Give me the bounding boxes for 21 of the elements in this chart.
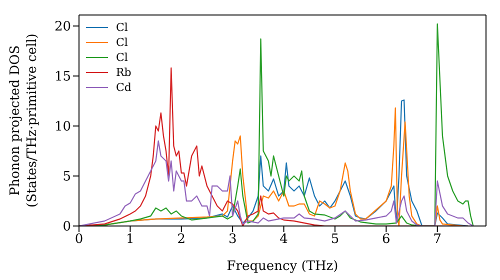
legend-label: Rb: [116, 66, 132, 79]
x-axis-title: Frequency (THz): [226, 259, 338, 274]
x-tick-label: 5: [330, 232, 340, 248]
x-tick-label: 3: [228, 232, 237, 248]
line-series: [79, 140, 474, 226]
y-tick-label: 10: [54, 120, 71, 135]
x-tick-label: 2: [177, 232, 186, 248]
legend-label: Cd: [116, 81, 132, 94]
y-tick-label: 5: [62, 170, 71, 185]
legend-label: Cl: [116, 21, 128, 34]
y-tick-label: 0: [62, 220, 71, 235]
x-tick-label: 1: [126, 232, 134, 248]
y-tick-label: 20: [54, 20, 71, 35]
x-tick-label: 6: [382, 232, 390, 248]
x-tick-label: 4: [280, 232, 288, 248]
y-axis-title: Phonon projected DOS (States/THz·primitive cell): [8, 33, 40, 208]
x-tick-label: 0: [74, 232, 84, 248]
legend-label: Cl: [116, 36, 128, 49]
y-tick-label: 15: [54, 70, 71, 85]
x-tick-label: 7: [433, 232, 442, 248]
legend-label: Cl: [116, 51, 128, 64]
